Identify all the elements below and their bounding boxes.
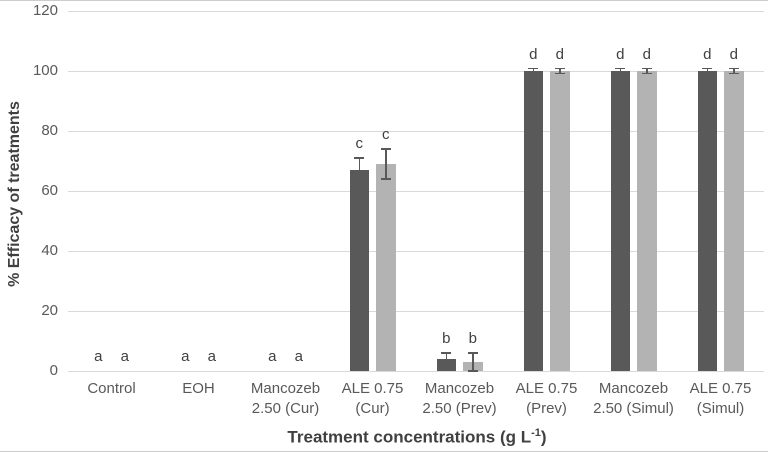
error-bar-cap-top	[615, 67, 626, 70]
significance-letter: d	[729, 45, 738, 63]
bar-dark-gray-series	[349, 170, 369, 371]
significance-letter: d	[529, 45, 538, 63]
error-bar-cap-top	[641, 67, 652, 70]
significance-letter: a	[94, 348, 103, 365]
x-category-label: Mancozeb 2.50 (Prev)	[422, 380, 497, 417]
y-tick-label: 120	[32, 2, 58, 19]
gridline	[68, 10, 764, 12]
significance-letter: a	[207, 348, 216, 365]
y-tick-label: 60	[41, 182, 58, 199]
error-bar-cap-bottom	[528, 72, 539, 75]
error-bar-line	[472, 353, 474, 371]
error-bar-cap-bottom	[728, 72, 739, 75]
y-tick-label: 100	[32, 62, 58, 79]
error-bar-cap-top	[380, 148, 391, 150]
x-category-label: EOH	[182, 380, 215, 397]
error-bar-line	[532, 68, 534, 74]
significance-letter: a	[294, 348, 303, 365]
significance-letter: c	[355, 135, 364, 152]
error-bar-cap-top	[728, 67, 739, 70]
significance-letter: a	[120, 348, 129, 365]
bar-dark-gray-series	[697, 71, 717, 371]
significance-letter: a	[181, 348, 190, 365]
error-bar-line	[733, 68, 735, 74]
x-category-label: Mancozeb 2.50 (Simul)	[593, 380, 674, 417]
gridline	[68, 130, 764, 132]
x-axis-title-text: Treatment concentrations (g L	[287, 427, 532, 447]
error-bar-cap-bottom	[467, 370, 478, 372]
significance-letter: d	[703, 45, 712, 63]
error-bar-line	[445, 353, 447, 365]
x-category-label: Control	[87, 380, 136, 397]
error-bar-line	[706, 68, 708, 74]
error-bar-cap-top	[702, 67, 713, 70]
significance-letter: b	[442, 330, 451, 347]
significance-letter: c	[382, 126, 390, 143]
error-bar-cap-top	[554, 67, 565, 70]
error-bar-cap-bottom	[702, 72, 713, 75]
significance-letter: a	[268, 348, 277, 365]
error-bar-cap-top	[441, 352, 452, 354]
bar-light-gray-series	[724, 71, 744, 371]
gridline	[68, 250, 764, 252]
error-bar-line	[358, 158, 360, 182]
gridline	[68, 370, 764, 372]
error-bar-line	[646, 68, 648, 74]
bar-light-gray-series	[550, 71, 570, 371]
gridline	[68, 70, 764, 72]
bar-light-gray-series	[376, 164, 396, 371]
error-bar-line	[559, 68, 561, 74]
x-axis-title-superscript: -1	[531, 427, 541, 439]
x-category-label: ALE 0.75 (Cur)	[341, 380, 404, 417]
bar-dark-gray-series	[610, 71, 630, 371]
significance-letter: d	[642, 45, 651, 63]
y-tick-label: 80	[41, 122, 58, 139]
y-tick-label: 40	[41, 242, 58, 259]
y-tick-label: 20	[41, 302, 58, 319]
bar-light-gray-series	[637, 71, 657, 371]
significance-letter: d	[616, 45, 625, 63]
error-bar-line	[385, 149, 387, 179]
error-bar-cap-bottom	[615, 72, 626, 75]
x-category-label: Mancozeb 2.50 (Cur)	[250, 380, 321, 417]
x-category-label: ALE 0.75 (Prev)	[515, 380, 578, 417]
error-bar-cap-top	[528, 67, 539, 70]
y-tick-label: 0	[49, 362, 58, 379]
x-axis-title-suffix: )	[540, 427, 547, 447]
error-bar-cap-bottom	[641, 72, 652, 75]
error-bar-cap-bottom	[441, 364, 452, 366]
gridline	[68, 310, 764, 312]
bar-dark-gray-series	[523, 71, 543, 371]
error-bar-cap-top	[354, 157, 365, 159]
error-bar-cap-top	[467, 352, 478, 354]
significance-letter: d	[555, 45, 564, 63]
x-category-label: ALE 0.75 (Simul)	[689, 380, 752, 417]
significance-letter: b	[468, 330, 477, 347]
error-bar-line	[619, 68, 621, 74]
error-bar-cap-bottom	[354, 181, 365, 183]
x-axis-title: Treatment concentrations (g L-1)	[68, 427, 766, 448]
gridline	[68, 190, 764, 192]
error-bar-cap-bottom	[380, 178, 391, 180]
error-bar-cap-bottom	[554, 72, 565, 75]
